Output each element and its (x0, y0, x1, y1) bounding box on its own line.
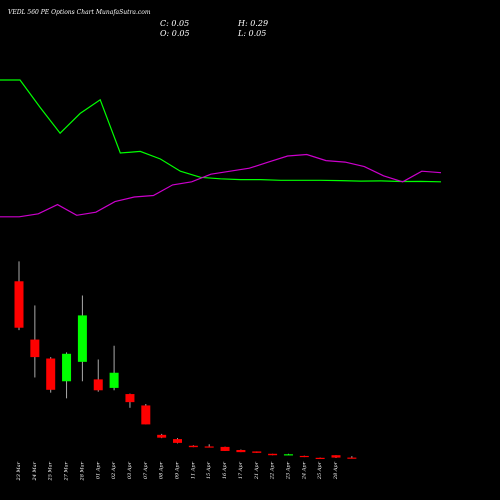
candle-body (299, 455, 309, 458)
x-tick-label: 27 Mar (64, 461, 70, 481)
x-tick-label: 25 Mar (48, 461, 54, 481)
x-tick-label: 24 Apr (301, 461, 307, 480)
candle-body (109, 372, 119, 388)
candle-body (30, 339, 40, 358)
x-tick-label: 08 Apr (159, 461, 165, 479)
candle-body (141, 405, 151, 425)
candle-body (268, 453, 278, 456)
indicator-lines (0, 79, 442, 218)
open-value: O: 0.05 (160, 29, 190, 38)
candle-body (157, 434, 167, 438)
low-value: L: 0.05 (237, 29, 266, 38)
x-tick-label: 15 Apr (206, 461, 212, 479)
x-tick-label: 25 Apr (317, 461, 323, 480)
x-tick-label: 23 Apr (285, 461, 291, 480)
x-tick-label: 28 Mar (79, 461, 85, 481)
candle-body (188, 445, 198, 448)
x-tick-label: 21 Apr (254, 461, 260, 480)
high-value: H: 0.29 (237, 19, 268, 28)
candle-body (77, 315, 87, 362)
candle-body (46, 358, 56, 390)
candle-body (173, 439, 182, 443)
chart-title: VEDL 560 PE Options Chart MunafaSutra.co… (8, 9, 151, 16)
x-tick-label: 07 Apr (143, 461, 149, 479)
x-tick-label: 16 Apr (222, 461, 228, 479)
x-tick-label: 11 Apr (190, 461, 196, 479)
candle-body (283, 454, 293, 456)
close-value: C: 0.05 (160, 19, 189, 28)
candle-body (125, 394, 135, 403)
candle-body (14, 281, 24, 328)
x-tick-label: 22 Apr (270, 461, 276, 480)
x-tick-label: 24 Mar (32, 461, 38, 481)
candle-body (204, 446, 214, 448)
x-tick-label: 23 Mar (16, 461, 22, 481)
x-axis-labels: 23 Mar 24 Mar 25 Mar 27 Mar 28 Mar 01 Apr 02 A… (16, 461, 339, 481)
candle-body (347, 457, 357, 459)
line-series-2 (0, 153, 442, 218)
candle-body (236, 449, 246, 453)
candle-body (331, 455, 341, 458)
x-tick-label: 09 Apr (175, 461, 181, 479)
x-tick-label: 28 Apr (333, 461, 339, 480)
candle-body (93, 379, 103, 391)
candle-body (252, 451, 262, 453)
x-tick-label: 02 Apr (111, 461, 117, 479)
candle-body (315, 457, 325, 460)
x-tick-label: 01 Apr (95, 461, 101, 479)
candle-body (62, 353, 72, 382)
candles (14, 261, 357, 460)
candle-body (220, 446, 230, 451)
line-series-1 (0, 79, 442, 183)
x-tick-label: 17 Apr (238, 461, 244, 479)
x-tick-label: 03 Apr (127, 461, 133, 479)
